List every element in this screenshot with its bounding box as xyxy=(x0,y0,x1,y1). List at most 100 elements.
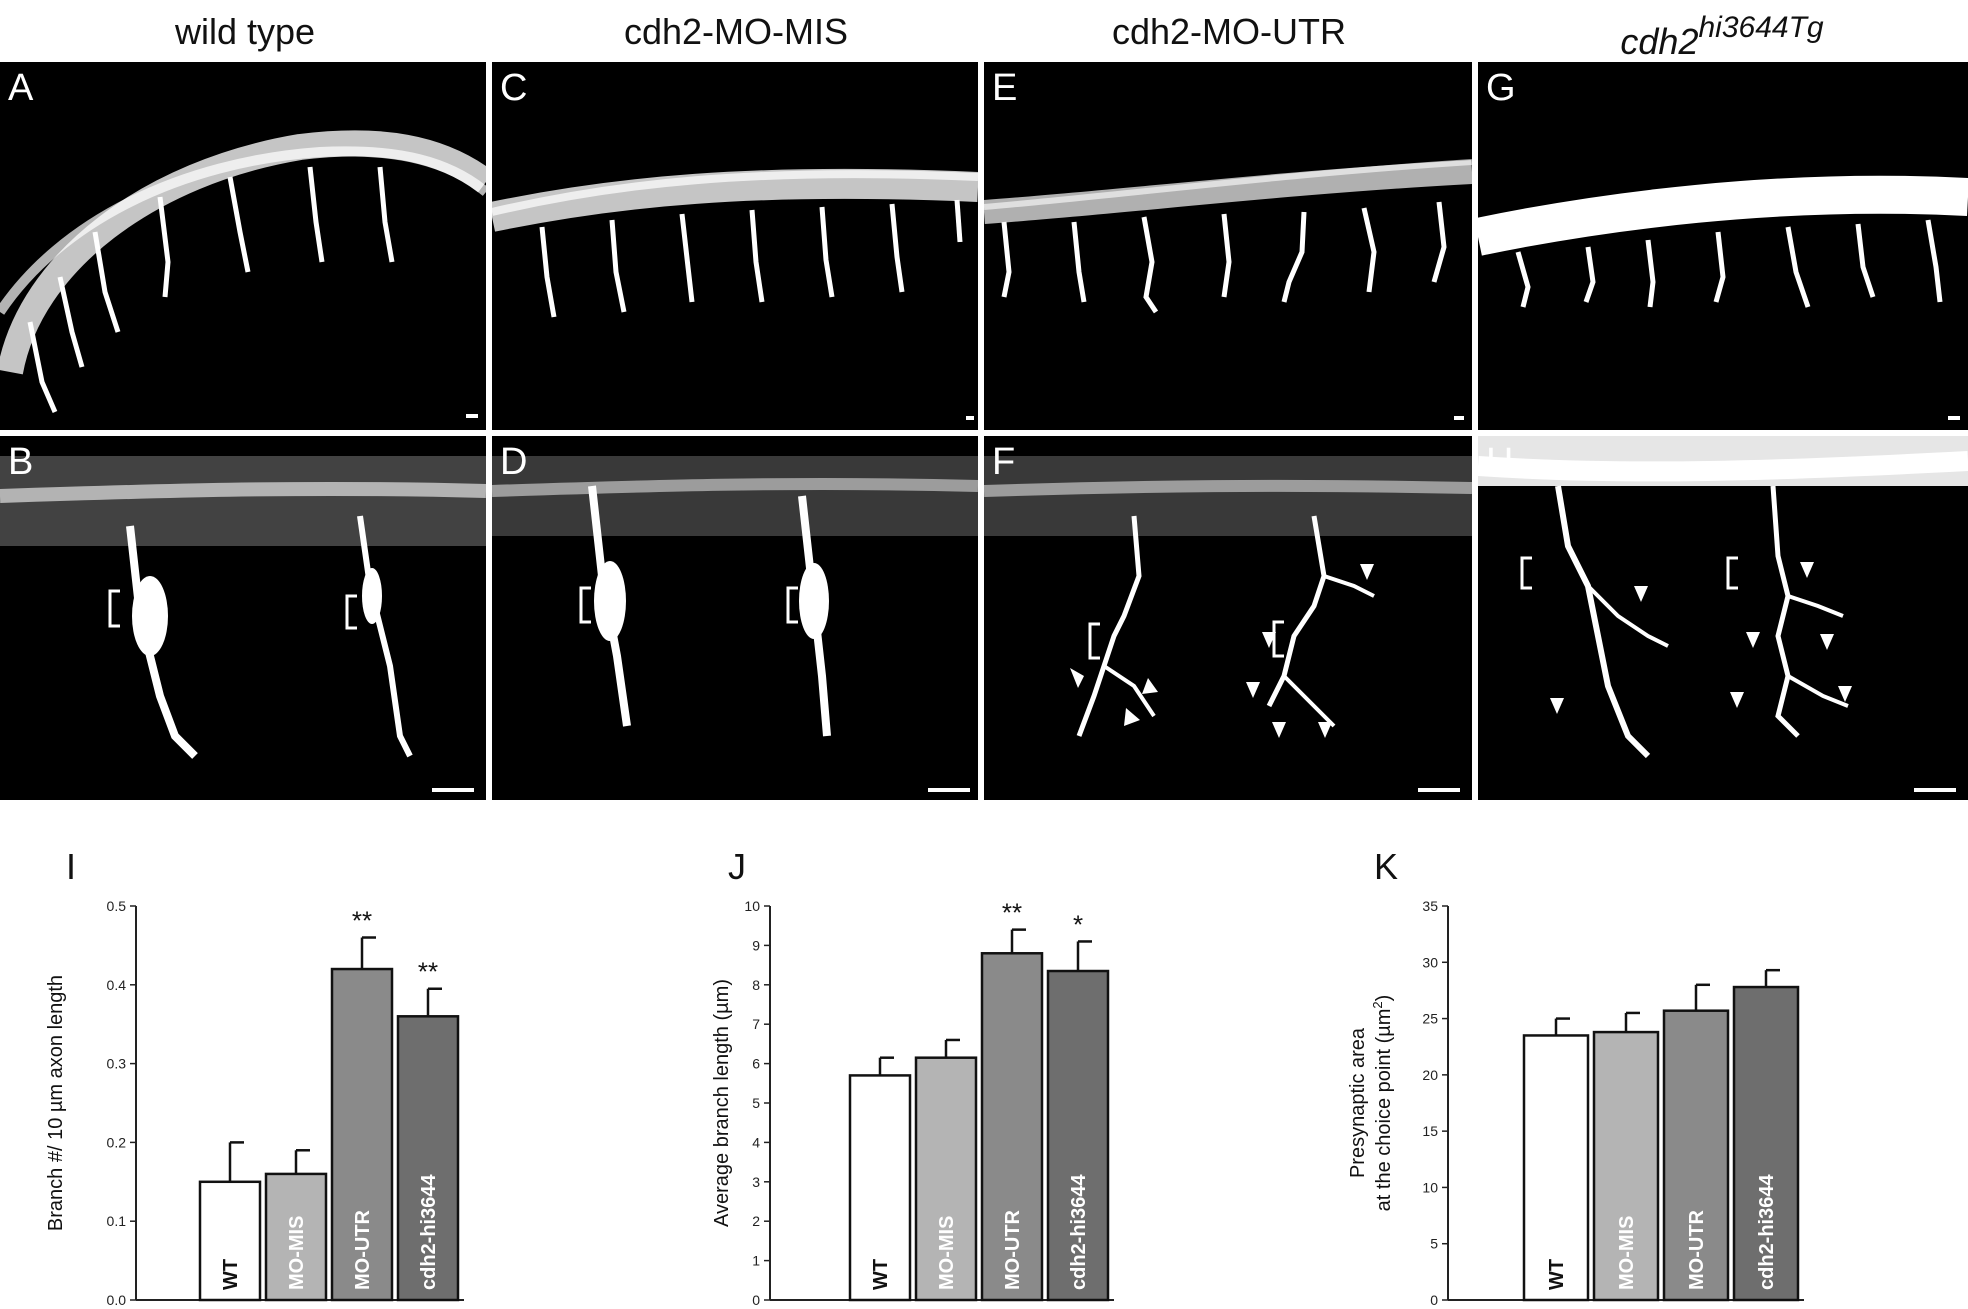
category-label: MO-UTR xyxy=(1002,1209,1024,1290)
significance-marker: ** xyxy=(1002,898,1022,928)
y-tick-label: 0.3 xyxy=(107,1056,127,1072)
column-title-cdh2-mutant: cdh2hi3644Tg xyxy=(1476,8,1968,62)
bar-wt xyxy=(1522,1034,1590,1302)
bar-chart-i: Branch #/ 10 µm axon length 0.0 0.1 0.2 0.3… xyxy=(0,880,640,1309)
y-tick-label: 9 xyxy=(752,937,760,953)
y-tick-label: 25 xyxy=(1422,1011,1438,1027)
bar-mo-mis xyxy=(264,1172,328,1302)
micrograph-g xyxy=(1478,175,1968,308)
category-label: cdh2-hi3644 xyxy=(1756,1174,1778,1290)
panel-label-c: C xyxy=(500,67,528,109)
y-tick-label: 0 xyxy=(1430,1292,1438,1308)
panel-label-b: B xyxy=(8,441,34,483)
y-axis-label-line1: Presynaptic area xyxy=(1347,1027,1369,1178)
chart-j-svg: Average branch length (µm) 0 1 2 3 4 5 6 7 8 9 10 W… xyxy=(711,898,1114,1308)
category-label: WT xyxy=(220,1259,242,1290)
micrograph-panel-b: B xyxy=(0,436,486,800)
panel-label-d: D xyxy=(500,441,528,483)
y-tick-label: 0.1 xyxy=(107,1213,127,1229)
y-tick-label: 8 xyxy=(752,977,760,993)
bar-mo-mis xyxy=(1592,1030,1660,1302)
category-label: MO-MIS xyxy=(936,1216,958,1290)
micrograph-panel-d: D xyxy=(492,436,978,800)
category-label: cdh2-hi3644 xyxy=(1068,1174,1090,1290)
panel-label-j: J xyxy=(728,846,746,887)
column-title-base: cdh2 xyxy=(1620,21,1699,62)
scale-bar xyxy=(1418,788,1460,792)
bar-chart-k: Presynaptic area at the choice point (µm… xyxy=(1320,880,1968,1309)
panel-label-h: H xyxy=(1486,441,1514,483)
y-tick-label: 5 xyxy=(1430,1236,1438,1252)
bar-mo-utr xyxy=(330,967,394,1302)
bar-wt xyxy=(848,1074,912,1302)
panel-label-e: E xyxy=(992,67,1018,109)
scale-bar xyxy=(966,416,974,420)
micrograph-panel-f: F xyxy=(984,436,1472,800)
y-tick-label: 15 xyxy=(1422,1123,1438,1139)
y-tick-label: 35 xyxy=(1422,898,1438,914)
category-label: WT xyxy=(870,1259,892,1290)
scale-bar xyxy=(928,788,970,792)
scale-bar xyxy=(1454,416,1464,420)
scale-bar xyxy=(1914,788,1956,792)
category-label: MO-MIS xyxy=(286,1216,308,1290)
chart-k-svg: Presynaptic area at the choice point (µm… xyxy=(1347,898,1804,1308)
arrowheads xyxy=(1070,564,1374,738)
y-tick-label: 6 xyxy=(752,1056,760,1072)
y-tick-label: 10 xyxy=(744,898,760,914)
micrograph-panel-g: G xyxy=(1478,62,1968,430)
bar-mo-mis xyxy=(914,1056,978,1302)
micrograph-c xyxy=(492,168,978,318)
micrograph-e xyxy=(984,159,1472,314)
column-title-superscript: hi3644Tg xyxy=(1698,11,1824,44)
category-label: WT xyxy=(1546,1259,1568,1290)
y-tick-label: 3 xyxy=(752,1174,760,1190)
bracket-left xyxy=(108,589,357,630)
column-title-wild-type: wild type xyxy=(174,11,316,52)
scale-bar xyxy=(432,788,474,792)
chart-i-svg: Branch #/ 10 µm axon length 0.0 0.1 0.2 0.3… xyxy=(45,898,464,1308)
column-title-mo-mis: cdh2-MO-MIS xyxy=(623,11,849,52)
y-tick-label: 1 xyxy=(752,1253,760,1269)
y-axis-label-sup: 2 xyxy=(1370,1001,1385,1008)
y-axis-label-end: ) xyxy=(1373,995,1395,1002)
scale-bar xyxy=(466,414,478,418)
y-tick-label: 4 xyxy=(752,1134,760,1150)
y-tick-label: 30 xyxy=(1422,954,1438,970)
significance-marker: ** xyxy=(352,906,372,936)
micrograph-panel-e: E xyxy=(984,62,1472,430)
bracket-left xyxy=(579,586,798,624)
panel-label-f: F xyxy=(992,441,1016,483)
micrograph-d xyxy=(492,456,978,737)
category-label: MO-MIS xyxy=(1616,1216,1638,1290)
category-label: MO-UTR xyxy=(352,1209,374,1290)
y-axis-label-line2: at the choice point (µm2) xyxy=(1370,995,1395,1212)
micrograph-h xyxy=(1478,436,1968,759)
y-axis-label-line2-main: at the choice point (µm xyxy=(1373,1009,1395,1212)
y-tick-label: 0.0 xyxy=(107,1292,127,1308)
scale-bar xyxy=(1948,416,1960,420)
bar-cdh2-hi3644 xyxy=(1046,969,1110,1302)
panel-label-a: A xyxy=(8,67,34,109)
y-tick-label: 2 xyxy=(752,1213,760,1229)
category-label: cdh2-hi3644 xyxy=(418,1174,440,1290)
panel-label-k: K xyxy=(1374,846,1399,887)
column-title-mo-utr: cdh2-MO-UTR xyxy=(1111,11,1347,52)
significance-marker: ** xyxy=(418,957,438,987)
bar-mo-utr xyxy=(980,952,1044,1302)
bar-cdh2-hi3644 xyxy=(1732,985,1800,1302)
y-tick-label: 10 xyxy=(1422,1179,1438,1195)
y-tick-label: 5 xyxy=(752,1095,760,1111)
category-label: MO-UTR xyxy=(1686,1209,1708,1290)
y-tick-label: 0 xyxy=(752,1292,760,1308)
bar-cdh2-hi3644 xyxy=(396,1015,460,1302)
y-axis-label: Average branch length (µm) xyxy=(711,979,733,1227)
y-tick-label: 20 xyxy=(1422,1067,1438,1083)
arrowheads xyxy=(1520,556,1852,714)
y-tick-label: 0.5 xyxy=(107,898,127,914)
y-tick-label: 7 xyxy=(752,1016,760,1032)
micrograph-panel-a: A xyxy=(0,62,486,430)
y-axis-label: Branch #/ 10 µm axon length xyxy=(45,975,67,1231)
micrograph-panel-c: C xyxy=(492,62,978,430)
bar-chart-j: Average branch length (µm) 0 1 2 3 4 5 6 7 8 9 10 W… xyxy=(660,880,1320,1309)
